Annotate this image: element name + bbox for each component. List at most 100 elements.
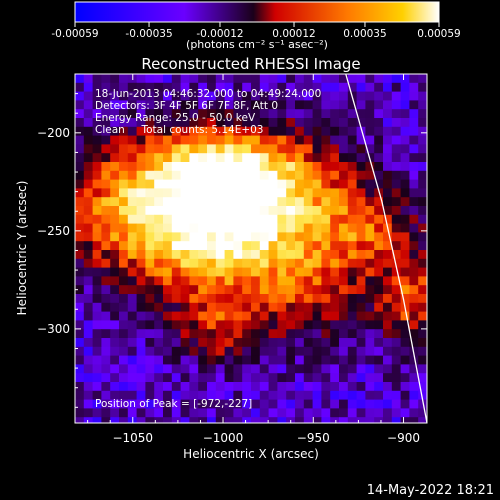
heatmap-cell (409, 338, 419, 348)
heatmap-cell (312, 258, 322, 268)
heatmap-cell (224, 206, 234, 216)
heatmap-cell (127, 250, 137, 260)
heatmap-cell (251, 390, 261, 400)
heatmap-cell (286, 214, 296, 224)
heatmap-cell (119, 188, 129, 198)
heatmap-cell (409, 302, 419, 312)
heatmap-cell (251, 188, 261, 198)
heatmap-cell (303, 302, 313, 312)
heatmap-cell (356, 373, 366, 383)
heatmap-cell (207, 170, 217, 180)
heatmap-cell (119, 144, 129, 154)
heatmap-cell (83, 109, 93, 119)
heatmap-cell (233, 126, 243, 136)
heatmap-cell (330, 408, 340, 418)
heatmap-cell (286, 162, 296, 172)
heatmap-cell (110, 74, 120, 84)
heatmap-cell (180, 294, 190, 304)
heatmap-cell (347, 267, 357, 277)
heatmap-cell (295, 311, 305, 321)
plot-frame (74, 73, 428, 424)
heatmap-cell (347, 109, 357, 119)
heatmap-cell (251, 82, 261, 92)
heatmap-cell (127, 206, 137, 216)
heatmap-cell (383, 74, 393, 84)
heatmap-cell (339, 126, 349, 136)
heatmap-cell (145, 417, 155, 423)
heatmap-cell (295, 162, 305, 172)
heatmap-cell (383, 311, 393, 321)
heatmap-cell (163, 382, 173, 392)
heatmap-cell (286, 250, 296, 260)
heatmap-cell (391, 100, 401, 110)
heatmap-cell (198, 382, 208, 392)
heatmap-cell (136, 267, 146, 277)
heatmap-cell (259, 355, 269, 365)
heatmap-cell (136, 399, 146, 409)
heatmap-cell (312, 364, 322, 374)
heatmap-cell (347, 188, 357, 198)
heatmap-cell (312, 126, 322, 136)
heatmap-cell (400, 162, 410, 172)
heatmap-cell (110, 338, 120, 348)
heatmap-cell (286, 135, 296, 145)
heatmap-cell (101, 126, 111, 136)
heatmap-cell (347, 232, 357, 242)
heatmap-cell (163, 329, 173, 339)
heatmap-cell (154, 135, 164, 145)
heatmap-cell (92, 162, 102, 172)
heatmap-cell (339, 267, 349, 277)
heatmap-cell (171, 82, 181, 92)
heatmap-cell (83, 258, 93, 268)
heatmap-cell (374, 329, 384, 339)
heatmap-cell (207, 408, 217, 418)
heatmap-cell (295, 320, 305, 330)
heatmap-cell (268, 267, 278, 277)
heatmap-cell (215, 100, 225, 110)
heatmap-cell (233, 241, 243, 251)
heatmap-cell (365, 338, 375, 348)
heatmap-cell (374, 382, 384, 392)
heatmap-cell (268, 82, 278, 92)
heatmap-cell (207, 373, 217, 383)
heatmap-cell (418, 276, 427, 286)
heatmap-cell (374, 206, 384, 216)
heatmap-cell (400, 82, 410, 92)
heatmap-cell (215, 135, 225, 145)
heatmap-cell (215, 179, 225, 189)
heatmap-cell (75, 109, 85, 119)
heatmap-cell (259, 267, 269, 277)
heatmap-cell (171, 241, 181, 251)
heatmap-cell (286, 320, 296, 330)
heatmap-cell (374, 267, 384, 277)
heatmap-cell (110, 188, 120, 198)
heatmap-cell (92, 373, 102, 383)
heatmap-cell (339, 302, 349, 312)
heatmap-cell (295, 74, 305, 84)
heatmap-cell (339, 373, 349, 383)
heatmap-cell (295, 82, 305, 92)
heatmap-cell (391, 364, 401, 374)
heatmap-cell (365, 197, 375, 207)
heatmap-cell (330, 390, 340, 400)
heatmap-cell (119, 109, 129, 119)
heatmap-cell (295, 390, 305, 400)
heatmap-cell (242, 118, 252, 128)
heatmap-cell (330, 329, 340, 339)
heatmap-cell (163, 346, 173, 356)
heatmap-cell (400, 250, 410, 260)
heatmap-cell (163, 214, 173, 224)
heatmap-cell (347, 214, 357, 224)
heatmap-cell (303, 417, 313, 423)
heatmap-cell (400, 188, 410, 198)
heatmap-cell (303, 346, 313, 356)
heatmap-cell (321, 320, 331, 330)
heatmap-cell (242, 82, 252, 92)
heatmap-cell (356, 285, 366, 295)
heatmap-cell (277, 285, 287, 295)
heatmap-cell (145, 206, 155, 216)
heatmap-cell (224, 188, 234, 198)
heatmap-cell (347, 276, 357, 286)
heatmap-cell (75, 276, 85, 286)
heatmap-cell (233, 223, 243, 233)
